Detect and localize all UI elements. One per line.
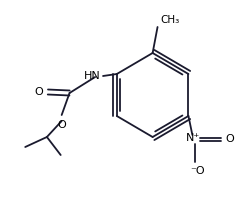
Text: CH₃: CH₃ <box>160 15 180 25</box>
Text: N⁺: N⁺ <box>186 133 201 143</box>
Text: HN: HN <box>84 71 101 81</box>
Text: O: O <box>57 120 66 130</box>
Text: O: O <box>226 134 235 144</box>
Text: ⁻O: ⁻O <box>190 166 205 176</box>
Text: O: O <box>34 87 43 97</box>
